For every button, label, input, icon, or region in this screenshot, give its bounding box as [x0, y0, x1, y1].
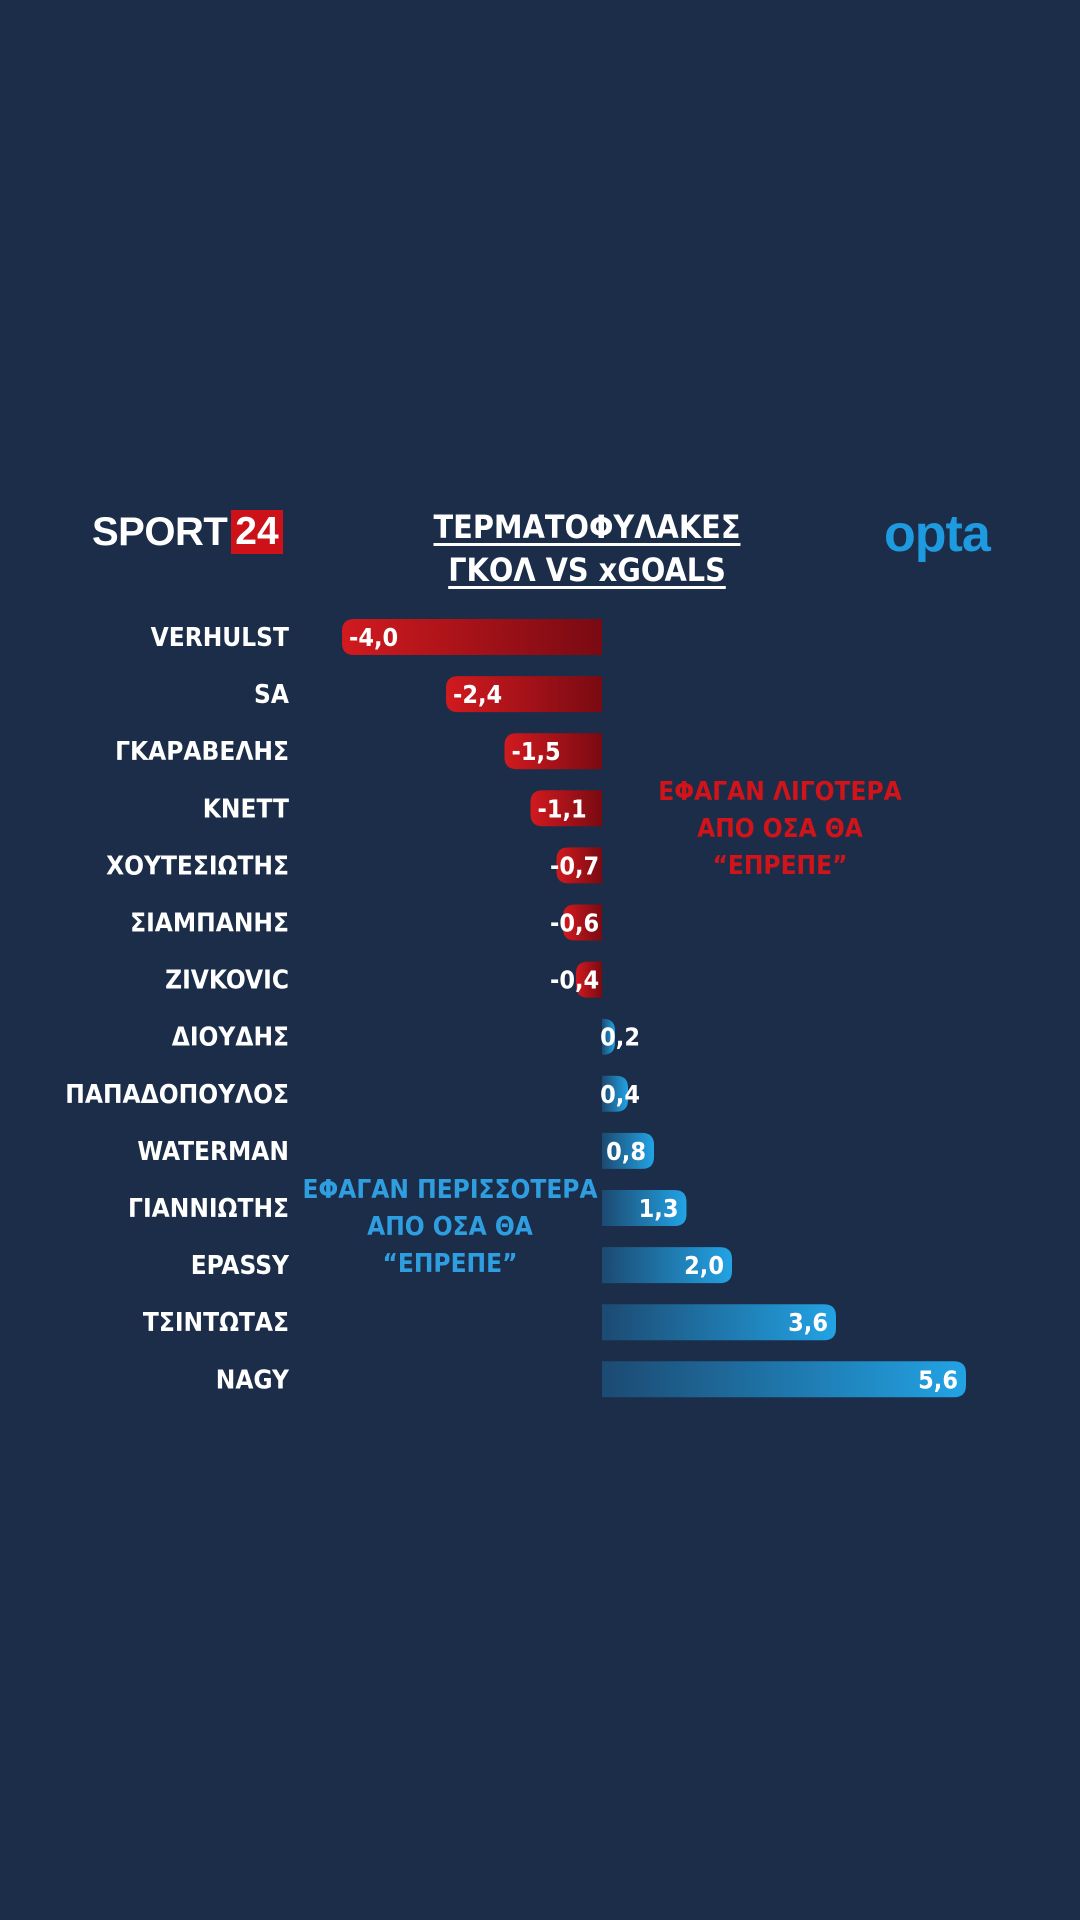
- value-label-γκαραβελης: -1,5: [512, 737, 561, 766]
- value-label-χουτεσιωτης: -0,7: [550, 851, 599, 880]
- category-label-waterman: WATERMAN: [137, 1137, 289, 1167]
- bar-χουτεσιωτης: [556, 847, 602, 884]
- category-label-epassy: EPASSY: [191, 1251, 290, 1281]
- value-label-zivkovic: -0,4: [550, 966, 599, 995]
- category-label-διουδης: ΔΙΟΥΔΗΣ: [172, 1023, 289, 1053]
- value-label-waterman: 0,8: [606, 1137, 646, 1166]
- bar-knett: [530, 790, 602, 827]
- opta-logo: opta: [884, 505, 991, 563]
- bar-γιαννιωτης: [602, 1190, 687, 1226]
- value-label-sa: -2,4: [453, 680, 502, 709]
- bar-sa: [446, 676, 602, 713]
- bar-waterman: [602, 1132, 654, 1169]
- value-label-verhulst: -4,0: [349, 623, 398, 652]
- negative-annotation: ΕΦΑΓΑΝ ΛΙΓΟΤΕΡΑ ΑΠΟ ΟΣΑ ΘΑ “ΕΠΡΕΠΕ”: [630, 774, 930, 885]
- value-label-epassy: 2,0: [684, 1251, 724, 1280]
- value-label-σιαμπανης: -0,6: [550, 909, 599, 938]
- positive-annotation-line1: ΕΦΑΓΑΝ ΠΕΡΙΣΣΟΤΕΡΑ: [302, 1175, 598, 1205]
- positive-annotation-line2: ΑΠΟ ΟΣΑ ΘΑ “ΕΠΡΕΠΕ”: [367, 1212, 533, 1279]
- category-label-τσιντωτας: ΤΣΙΝΤΩΤΑΣ: [143, 1308, 289, 1338]
- bar-γκαραβελης: [504, 733, 602, 770]
- positive-annotation: ΕΦΑΓΑΝ ΠΕΡΙΣΣΟΤΕΡΑ ΑΠΟ ΟΣΑ ΘΑ “ΕΠΡΕΠΕ”: [300, 1172, 600, 1283]
- chart-title: ΤΕΡΜΑΤΟΦΥΛΑΚΕΣ ΓΚΟΛ VS xGOALS: [387, 506, 787, 592]
- category-label-σιαμπανης: ΣΙΑΜΠΑΝΗΣ: [130, 909, 289, 939]
- bar-διουδης: [602, 1018, 615, 1055]
- value-label-nagy: 5,6: [918, 1365, 958, 1394]
- bar-epassy: [602, 1247, 732, 1284]
- chart-title-line1: ΤΕΡΜΑΤΟΦΥΛΑΚΕΣ: [433, 508, 741, 546]
- negative-annotation-line1: ΕΦΑΓΑΝ ΛΙΓΟΤΕΡΑ: [658, 777, 902, 807]
- value-label-τσιντωτας: 3,6: [788, 1308, 828, 1337]
- brand-word: SPORT: [92, 510, 228, 554]
- brand-number: 24: [231, 510, 283, 554]
- bar-παπαδοπουλος: [602, 1075, 628, 1112]
- value-label-knett: -1,1: [538, 794, 587, 823]
- chart-title-line2: ΓΚΟΛ VS xGOALS: [448, 551, 726, 589]
- value-label-γιαννιωτης: 1,3: [639, 1194, 679, 1223]
- category-label-verhulst: VERHULST: [151, 623, 289, 653]
- category-label-knett: KNETT: [203, 794, 289, 824]
- category-label-γκαραβελης: ΓΚΑΡΑΒΕΛΗΣ: [115, 737, 289, 767]
- negative-annotation-line2: ΑΠΟ ΟΣΑ ΘΑ “ΕΠΡΕΠΕ”: [697, 814, 863, 881]
- category-label-χουτεσιωτης: ΧΟΥΤΕΣΙΩΤΗΣ: [106, 851, 289, 881]
- bar-τσιντωτας: [602, 1304, 836, 1341]
- bar-zivkovic: [576, 961, 602, 998]
- sport24-logo: SPORT 24: [92, 510, 283, 554]
- value-label-διουδης: 0,2: [600, 1023, 640, 1052]
- bar-σιαμπανης: [563, 904, 602, 941]
- bar-nagy: [602, 1361, 966, 1398]
- category-label-nagy: NAGY: [216, 1365, 290, 1395]
- category-label-zivkovic: ZIVKOVIC: [165, 966, 289, 996]
- category-label-παπαδοπουλος: ΠΑΠΑΔΟΠΟΥΛΟΣ: [65, 1080, 289, 1110]
- bar-verhulst: [342, 619, 602, 655]
- category-label-γιαννιωτης: ΓΙΑΝΝΙΩΤΗΣ: [128, 1194, 289, 1224]
- value-label-παπαδοπουλος: 0,4: [600, 1080, 640, 1109]
- category-label-sa: SA: [254, 680, 289, 710]
